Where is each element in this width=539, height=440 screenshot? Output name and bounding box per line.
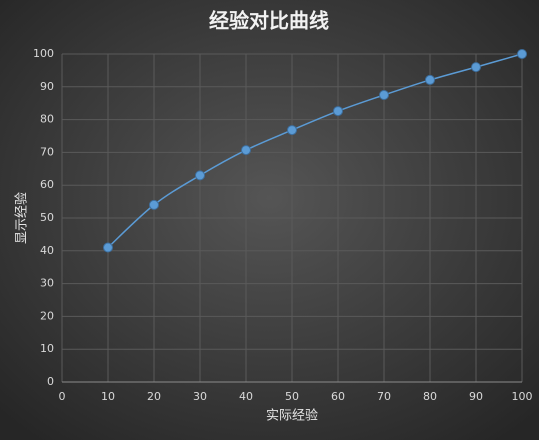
y-tick-label: 10 (40, 342, 54, 355)
x-tick-label: 60 (331, 390, 345, 403)
x-tick-label: 40 (239, 390, 253, 403)
marker (379, 90, 389, 100)
x-tick-label: 0 (59, 390, 66, 403)
x-tick-label: 100 (512, 390, 533, 403)
y-tick-label: 20 (40, 309, 54, 322)
marker (517, 49, 527, 59)
marker (287, 125, 297, 136)
marker (471, 62, 481, 73)
x-tick-label: 70 (377, 390, 391, 403)
x-tick-label: 90 (469, 390, 483, 403)
marker (333, 106, 343, 117)
marker (103, 242, 113, 253)
x-axis-label: 实际经验 (266, 408, 318, 424)
y-tick-label: 50 (40, 211, 54, 224)
x-tick-label: 20 (147, 390, 161, 403)
marker (149, 199, 159, 210)
y-tick-label: 30 (40, 277, 54, 290)
chart-title: 经验对比曲线 (209, 9, 329, 33)
y-tick-label: 100 (33, 47, 54, 60)
y-tick-label: 70 (40, 145, 54, 158)
y-tick-label: 0 (47, 375, 54, 388)
x-tick-label: 10 (101, 390, 115, 403)
x-tick-label: 50 (285, 390, 299, 403)
line (107, 53, 523, 249)
y-axis-label: 显示经验 (14, 192, 30, 244)
y-tick-label: 80 (40, 113, 54, 126)
marker (425, 74, 435, 85)
x-tick-label: 80 (423, 390, 437, 403)
x-tick-label: 30 (193, 390, 207, 403)
y-tick-label: 40 (40, 244, 54, 257)
y-tick-label: 60 (40, 178, 54, 191)
marker (241, 145, 251, 156)
marker (195, 170, 205, 181)
y-tick-label: 90 (40, 80, 54, 93)
